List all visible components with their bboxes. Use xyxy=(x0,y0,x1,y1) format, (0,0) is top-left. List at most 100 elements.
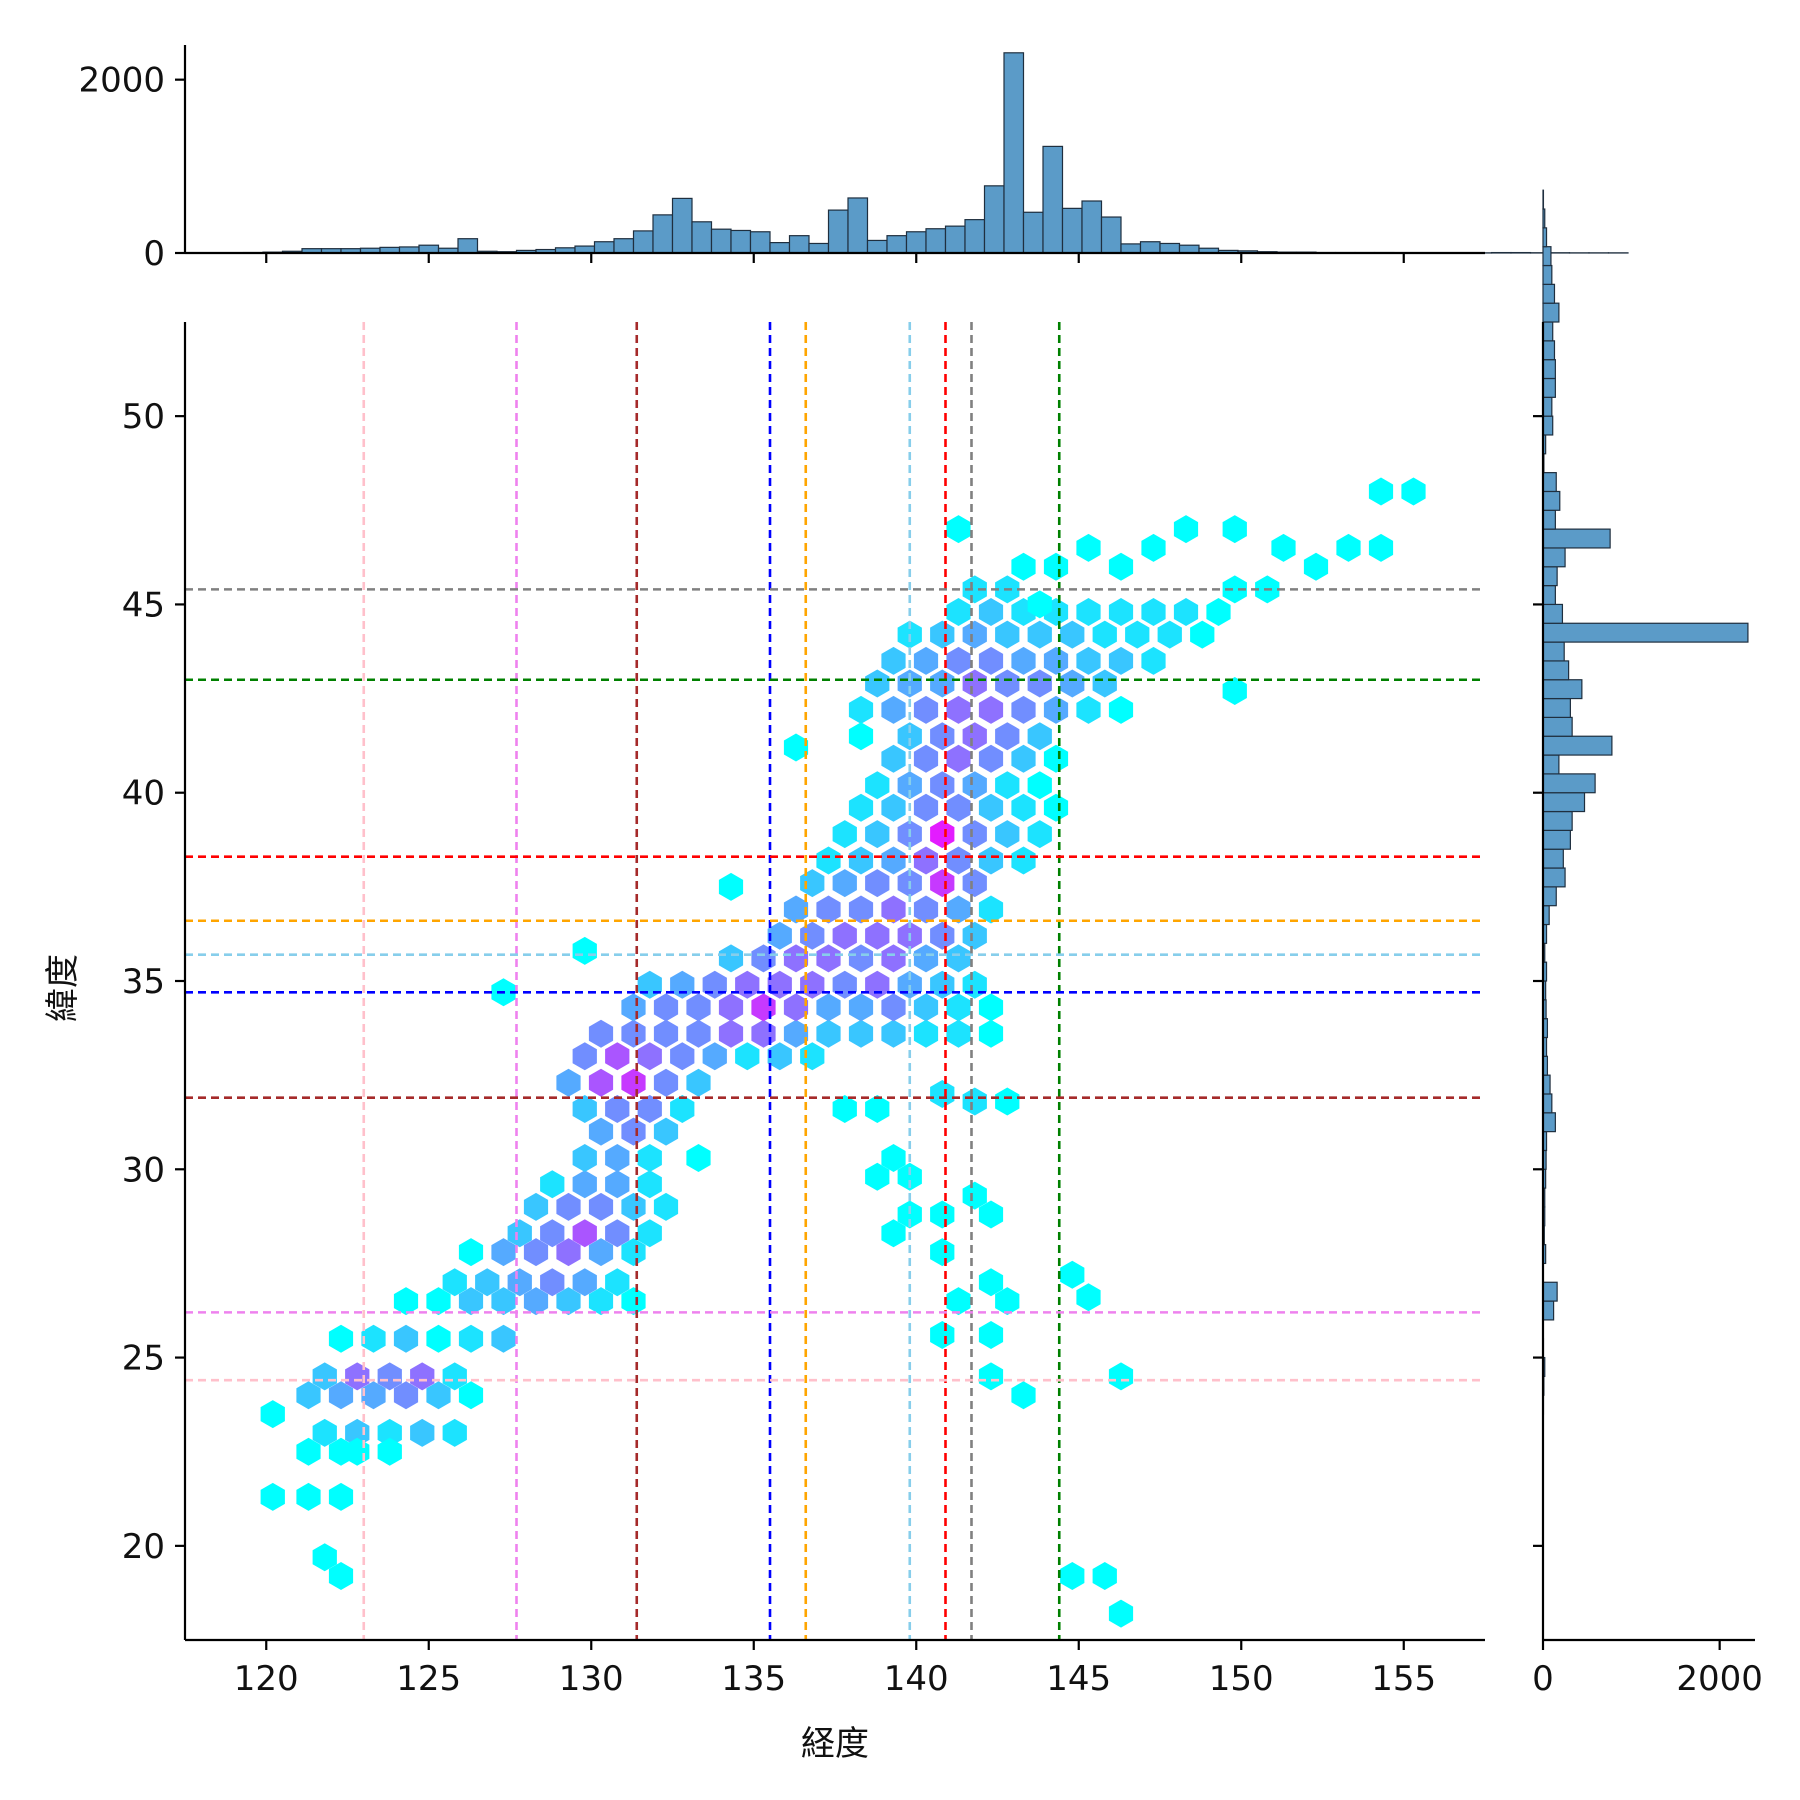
histogram-bar xyxy=(1542,792,1586,813)
hex-cell xyxy=(978,744,1004,773)
histogram-bar xyxy=(1139,241,1161,254)
hex-cell xyxy=(670,1042,695,1071)
hex-cell xyxy=(345,1418,370,1447)
hex-cell xyxy=(913,993,939,1022)
histogram-bar xyxy=(1542,1300,1555,1321)
hex-cell xyxy=(1222,677,1247,705)
hex-cell xyxy=(832,820,857,849)
hex-cell xyxy=(865,771,890,800)
hex-cell xyxy=(832,869,857,898)
hex-cell xyxy=(1368,533,1394,562)
hex-cell xyxy=(637,1144,662,1172)
hex-cell xyxy=(751,944,776,973)
y-tick-label: 25 xyxy=(122,1339,165,1379)
hex-cell xyxy=(995,1087,1020,1116)
hex-cell xyxy=(605,1170,630,1199)
hex-cell xyxy=(393,1381,419,1410)
axes: 120 125 130 135 140 145 150 155 20 25 30 35 40 45 50 0 2… xyxy=(78,45,1763,1699)
hex-cell xyxy=(1027,590,1052,619)
histogram-bar xyxy=(1542,283,1556,304)
y-tick-label: 40 xyxy=(122,774,165,814)
hex-cell xyxy=(653,1019,679,1048)
hex-cell xyxy=(816,944,841,973)
hex-cell xyxy=(832,1095,857,1123)
hex-cell xyxy=(507,1268,532,1297)
histogram-bar xyxy=(1542,490,1561,511)
hex-cell xyxy=(653,1192,679,1221)
marginal-y-histogram xyxy=(1542,189,1749,1415)
hex-cell xyxy=(605,1095,630,1123)
hex-cell xyxy=(913,744,939,773)
histogram-bar xyxy=(1542,886,1557,907)
marginal-y-count-label: 0 xyxy=(1532,1659,1554,1699)
hex-cell xyxy=(1173,598,1199,626)
hex-cell xyxy=(946,695,971,724)
hex-cell xyxy=(800,970,825,999)
hex-cell xyxy=(848,895,874,924)
hex-cell xyxy=(848,793,874,822)
histogram-bar xyxy=(1542,321,1554,342)
hex-cell xyxy=(1076,646,1101,675)
hex-cell xyxy=(783,993,809,1022)
x-tick-label: 120 xyxy=(234,1659,299,1699)
x-axis-title: 経度 xyxy=(801,1724,869,1764)
histogram-bar xyxy=(1542,735,1613,756)
hex-cell xyxy=(718,993,744,1022)
hex-cell xyxy=(702,1042,727,1071)
histogram-bar xyxy=(1003,52,1025,254)
hex-cell xyxy=(881,1019,906,1048)
histogram-bar xyxy=(613,238,635,254)
hex-cell xyxy=(670,970,695,999)
marginal-x-count-label: 0 xyxy=(143,234,165,274)
histogram-bar xyxy=(964,219,986,254)
hex-cell xyxy=(848,944,874,973)
hex-cell xyxy=(393,1287,419,1316)
histogram-bar xyxy=(1178,244,1200,254)
histogram-bar xyxy=(925,228,947,254)
hex-cell xyxy=(718,1019,744,1048)
hex-cell xyxy=(881,1144,906,1172)
hex-cell xyxy=(995,1287,1020,1316)
hex-cell xyxy=(978,793,1004,822)
hex-cell xyxy=(930,869,955,898)
hex-cell xyxy=(1011,793,1036,822)
hex-cell xyxy=(865,1162,890,1191)
hex-cell xyxy=(881,846,906,875)
hex-cell xyxy=(572,1042,597,1071)
histogram-bar xyxy=(691,221,713,254)
marginal-y-count-label: 2000 xyxy=(1676,1659,1763,1699)
hex-cell xyxy=(653,1117,679,1146)
histogram-bar xyxy=(1542,528,1611,549)
hex-cell xyxy=(377,1362,402,1391)
hex-cell xyxy=(1108,552,1134,581)
hex-cell xyxy=(1011,1381,1036,1410)
hex-cell xyxy=(605,1268,630,1297)
hex-cell xyxy=(1076,695,1101,724)
hex-cell xyxy=(1076,533,1101,562)
histogram-bar xyxy=(1542,584,1556,606)
histogram-bar xyxy=(1542,829,1571,850)
histogram-bar xyxy=(1542,1281,1558,1302)
histogram-bar xyxy=(1542,716,1573,737)
hex-cell xyxy=(540,1219,565,1248)
hex-cell xyxy=(962,620,987,649)
hex-cell xyxy=(260,1482,285,1511)
hexbin-cells xyxy=(260,477,1426,1628)
hex-cell xyxy=(816,1019,841,1048)
hexbin-plot-area xyxy=(185,322,1485,1640)
hex-cell xyxy=(491,1238,516,1267)
hex-cell xyxy=(881,993,906,1022)
histogram-bar xyxy=(1081,200,1103,254)
hex-cell xyxy=(946,598,971,626)
histogram-bar xyxy=(1159,242,1181,254)
hex-cell xyxy=(1271,533,1296,562)
hex-cell xyxy=(1222,575,1247,604)
hex-cell xyxy=(800,1042,825,1071)
hex-cell xyxy=(913,793,939,822)
hex-cell xyxy=(377,1418,402,1447)
hex-cell xyxy=(897,1200,922,1229)
hex-cell xyxy=(572,1170,597,1199)
hex-cell xyxy=(718,872,744,901)
hex-cell xyxy=(1060,620,1085,649)
